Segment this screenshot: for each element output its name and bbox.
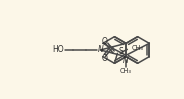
Text: N: N xyxy=(123,56,129,65)
Text: O: O xyxy=(101,54,107,63)
Text: S: S xyxy=(118,47,123,56)
Text: N: N xyxy=(98,46,103,54)
Text: CH₃: CH₃ xyxy=(120,68,132,74)
Text: CH₃: CH₃ xyxy=(131,45,143,51)
Text: O: O xyxy=(101,37,107,46)
Text: HO: HO xyxy=(52,46,64,54)
